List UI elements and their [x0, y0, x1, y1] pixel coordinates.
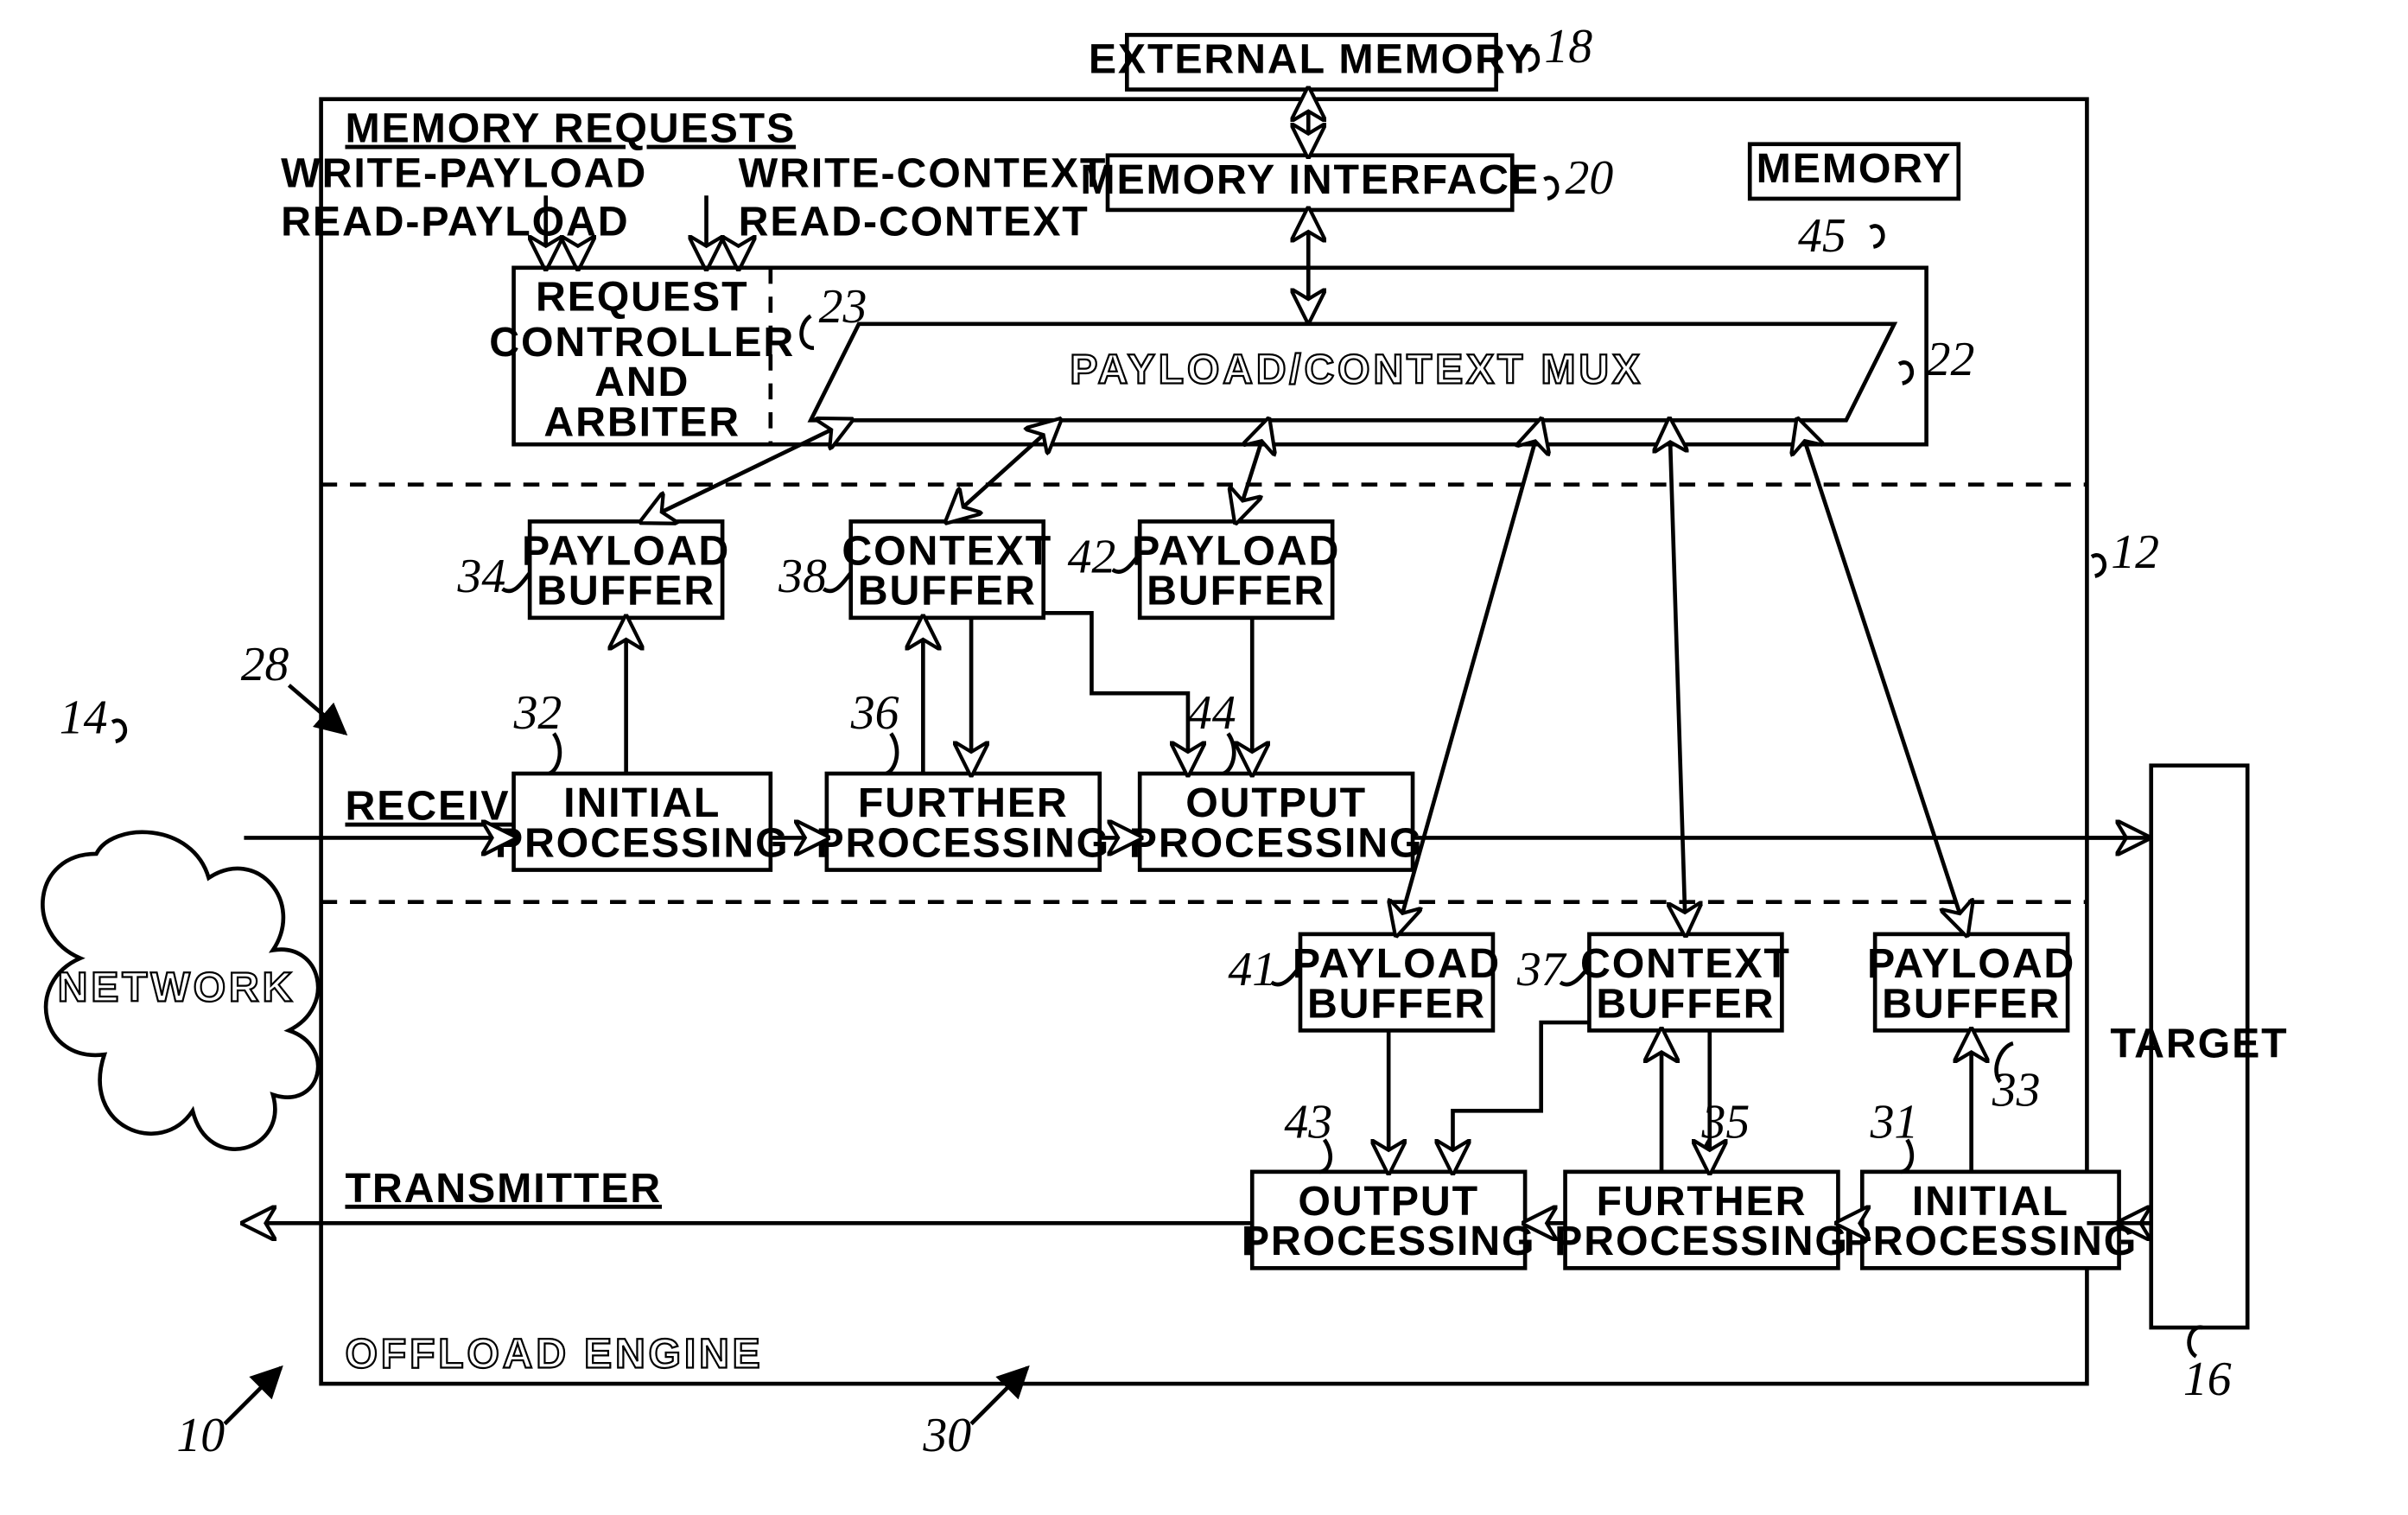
ref-37: 37	[1516, 943, 1567, 996]
output-processing-43: OUTPUT PROCESSING	[1242, 1172, 1536, 1268]
svg-text:PROCESSING: PROCESSING	[816, 819, 1110, 866]
ref-42: 42	[1068, 531, 1116, 584]
svg-text:BUFFER: BUFFER	[1596, 980, 1775, 1027]
target-text: TARGET	[2110, 1021, 2288, 1067]
ref-38: 38	[778, 550, 827, 603]
context-buffer-38: CONTEXT BUFFER	[842, 521, 1052, 617]
ref-20-lead	[1544, 178, 1557, 199]
svg-text:BUFFER: BUFFER	[537, 568, 715, 614]
ref-22: 22	[1927, 333, 1975, 386]
payload-buffer-33: PAYLOAD BUFFER	[1867, 934, 2075, 1030]
offload-engine-label: OFFLOAD ENGINE	[345, 1330, 763, 1377]
mux-label: PAYLOAD/CONTEXT MUX	[1070, 346, 1643, 392]
svg-text:PROCESSING: PROCESSING	[1129, 819, 1424, 866]
ref-44: 44	[1188, 686, 1236, 740]
read-payload-label: READ-PAYLOAD	[281, 198, 629, 245]
context-buffer-37: CONTEXT BUFFER	[1580, 934, 1791, 1030]
arrow-cb38-op44	[1044, 613, 1188, 773]
svg-text:BUFFER: BUFFER	[1147, 568, 1325, 614]
initial-processing-32: INITIAL PROCESSING	[495, 773, 790, 869]
write-payload-label: WRITE-PAYLOAD	[281, 150, 647, 197]
payload-buffer-34: PAYLOAD BUFFER	[522, 521, 730, 617]
memory-text: MEMORY	[1757, 145, 1953, 192]
ref-31: 31	[1870, 1096, 1919, 1149]
external-memory-text: EXTERNAL MEMORY	[1089, 36, 1534, 83]
svg-text:BUFFER: BUFFER	[1307, 980, 1486, 1027]
ref-30-arrow	[971, 1368, 1027, 1424]
ref-45-lead	[1871, 226, 1884, 246]
ref-36: 36	[850, 686, 899, 740]
read-context-label: READ-CONTEXT	[739, 198, 1090, 245]
ref-23-lead	[802, 316, 814, 348]
ref-28: 28	[241, 638, 289, 691]
ref-45: 45	[1798, 209, 1846, 263]
write-context-label: WRITE-CONTEXT	[739, 150, 1108, 197]
ref-10: 10	[176, 1409, 225, 1462]
ref-12: 12	[2111, 525, 2159, 579]
reqctrl-l1: REQUEST	[536, 274, 748, 321]
payload-buffer-42: PAYLOAD BUFFER	[1132, 521, 1340, 617]
arrow-mux-pb33	[1798, 420, 1966, 934]
ref-14: 14	[60, 691, 108, 744]
transmitter-label: TRANSMITTER	[345, 1165, 662, 1212]
arrow-pb42-mux	[1236, 420, 1268, 521]
network-text: NETWORK	[58, 964, 296, 1011]
output-processing-44: OUTPUT PROCESSING	[1129, 773, 1424, 869]
payload-buffer-41: PAYLOAD BUFFER	[1293, 934, 1501, 1030]
arrow-cb37-op43	[1452, 1022, 1589, 1172]
ref-34-lead	[503, 573, 531, 591]
svg-text:BUFFER: BUFFER	[858, 568, 1037, 614]
ref-41: 41	[1228, 943, 1276, 996]
ref-28-arrow	[289, 685, 345, 734]
memory-interface-text: MEMORY INTERFACE	[1080, 156, 1540, 203]
arrow-mux-pb41	[1396, 420, 1541, 934]
ref-16: 16	[2183, 1353, 2232, 1406]
ref-18: 18	[1544, 20, 1592, 73]
svg-text:PROCESSING: PROCESSING	[1242, 1218, 1536, 1264]
ref-34: 34	[457, 550, 506, 603]
ref-12-lead	[2092, 555, 2105, 576]
ref-10-arrow	[225, 1368, 281, 1424]
ref-33: 33	[1992, 1063, 2041, 1117]
svg-text:PROCESSING: PROCESSING	[1554, 1218, 1849, 1264]
ref-38-lead	[823, 573, 851, 591]
ref-32: 32	[513, 686, 562, 740]
ref-30: 30	[922, 1409, 971, 1462]
arrow-cb38-mux	[947, 420, 1059, 521]
arrow-mux-cb37	[1669, 420, 1686, 934]
svg-text:BUFFER: BUFFER	[1882, 980, 2061, 1027]
further-processing-35: FURTHER PROCESSING	[1554, 1172, 1849, 1268]
initial-processing-31: INITIAL PROCESSING	[1844, 1172, 2138, 1268]
reqctrl-l4: ARBITER	[543, 399, 740, 446]
ref-20: 20	[1566, 151, 1614, 205]
memory-requests-label: MEMORY REQUESTS	[345, 105, 796, 152]
svg-text:PROCESSING: PROCESSING	[495, 819, 790, 866]
ref-22-lead	[1899, 362, 1912, 383]
further-processing-36: FURTHER PROCESSING	[816, 773, 1110, 869]
ref-14-lead	[112, 721, 125, 742]
